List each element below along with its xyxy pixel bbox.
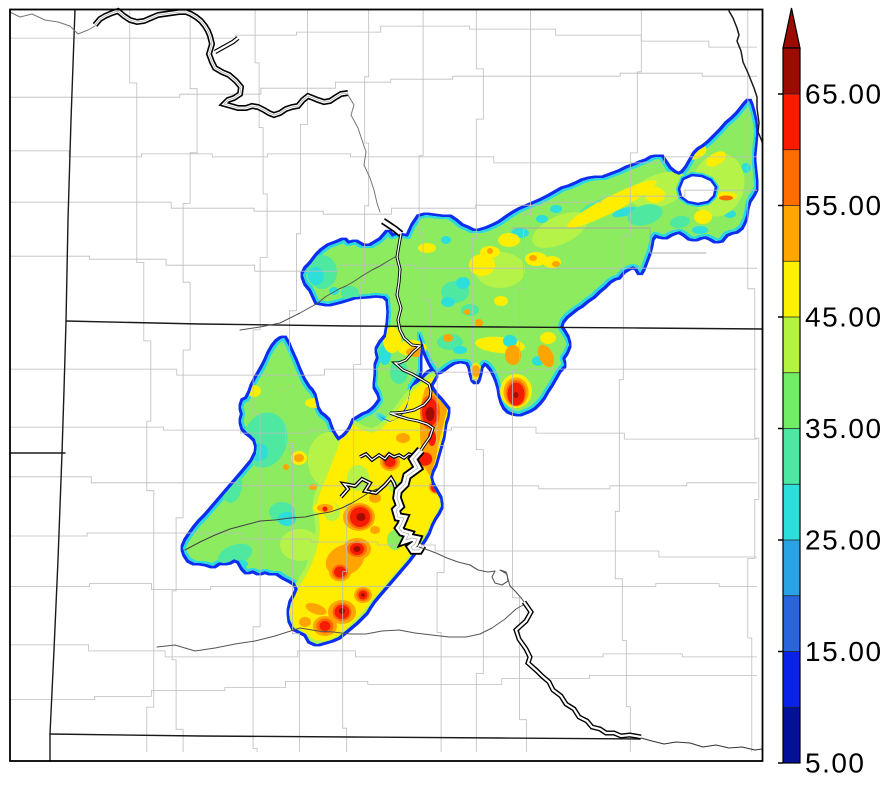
svg-text:35.00: 35.00 (805, 413, 883, 444)
svg-text:55.00: 55.00 (805, 190, 883, 221)
svg-text:15.00: 15.00 (805, 636, 883, 667)
svg-text:45.00: 45.00 (805, 302, 883, 333)
svg-text:65.00: 65.00 (805, 79, 883, 110)
svg-text:5.00: 5.00 (805, 748, 866, 779)
svg-text:25.00: 25.00 (805, 525, 883, 556)
